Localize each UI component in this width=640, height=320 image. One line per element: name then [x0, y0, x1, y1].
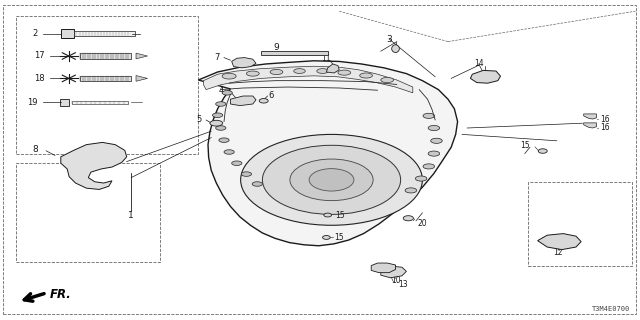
Bar — [72, 101, 128, 104]
Bar — [261, 51, 328, 55]
Polygon shape — [136, 76, 148, 81]
Polygon shape — [470, 70, 500, 83]
Ellipse shape — [270, 69, 283, 75]
Polygon shape — [584, 123, 596, 128]
Polygon shape — [381, 266, 406, 278]
Text: 15: 15 — [520, 141, 530, 150]
Circle shape — [309, 169, 354, 191]
Text: 14: 14 — [474, 60, 484, 68]
Ellipse shape — [403, 216, 413, 221]
Polygon shape — [136, 53, 148, 59]
Text: 13: 13 — [398, 280, 408, 289]
Ellipse shape — [252, 182, 262, 186]
Polygon shape — [371, 263, 396, 273]
Bar — [81, 76, 131, 81]
Bar — [16, 163, 160, 262]
Text: 8: 8 — [33, 145, 38, 154]
Ellipse shape — [241, 172, 252, 176]
Text: 19: 19 — [28, 98, 38, 107]
Text: 16: 16 — [600, 124, 610, 132]
Text: 5: 5 — [196, 116, 202, 124]
Ellipse shape — [428, 151, 440, 156]
Polygon shape — [326, 64, 339, 73]
Text: 16: 16 — [600, 115, 610, 124]
Ellipse shape — [222, 91, 232, 95]
Bar — [61, 29, 74, 38]
Polygon shape — [538, 234, 581, 250]
Text: 9: 9 — [274, 43, 279, 52]
Ellipse shape — [392, 45, 399, 52]
Ellipse shape — [224, 150, 234, 154]
Ellipse shape — [294, 68, 305, 73]
Circle shape — [262, 145, 401, 214]
Ellipse shape — [216, 102, 226, 106]
Text: 17: 17 — [34, 52, 45, 60]
Polygon shape — [584, 114, 596, 119]
Text: 20: 20 — [417, 219, 427, 228]
Ellipse shape — [338, 70, 351, 75]
Text: 1: 1 — [129, 212, 134, 220]
Circle shape — [290, 159, 373, 201]
Text: 10: 10 — [390, 276, 401, 285]
Text: 6: 6 — [269, 91, 274, 100]
Bar — [16, 16, 198, 154]
Ellipse shape — [212, 113, 223, 117]
Ellipse shape — [428, 125, 440, 131]
Ellipse shape — [259, 99, 268, 103]
Ellipse shape — [423, 113, 435, 118]
Text: 4: 4 — [219, 86, 224, 95]
Polygon shape — [204, 66, 413, 93]
Text: 3: 3 — [387, 35, 392, 44]
Ellipse shape — [324, 213, 332, 217]
Ellipse shape — [405, 188, 417, 193]
Bar — [528, 182, 632, 266]
Text: 2: 2 — [33, 29, 38, 38]
Text: T3M4E0700: T3M4E0700 — [592, 306, 630, 312]
Text: FR.: FR. — [50, 288, 72, 301]
Bar — [74, 31, 135, 36]
Polygon shape — [230, 96, 256, 106]
Text: 15: 15 — [335, 211, 345, 220]
Ellipse shape — [210, 120, 223, 126]
Text: 15: 15 — [334, 233, 344, 242]
Ellipse shape — [431, 138, 442, 143]
Bar — [81, 53, 131, 59]
Text: 12: 12 — [554, 248, 563, 257]
Polygon shape — [61, 142, 127, 189]
Text: 11: 11 — [322, 54, 331, 63]
Polygon shape — [198, 61, 458, 246]
Polygon shape — [232, 58, 256, 68]
Ellipse shape — [538, 149, 547, 153]
Ellipse shape — [219, 138, 229, 142]
Circle shape — [241, 134, 422, 225]
Ellipse shape — [216, 126, 226, 130]
Ellipse shape — [415, 176, 427, 181]
Text: 18: 18 — [34, 74, 45, 83]
Ellipse shape — [381, 77, 394, 83]
Ellipse shape — [246, 71, 259, 76]
Ellipse shape — [323, 236, 330, 239]
Ellipse shape — [222, 73, 236, 79]
Text: 7: 7 — [214, 53, 220, 62]
Ellipse shape — [232, 161, 242, 165]
Ellipse shape — [423, 164, 435, 169]
Ellipse shape — [317, 68, 328, 73]
Ellipse shape — [360, 73, 372, 78]
Bar — [60, 99, 69, 106]
